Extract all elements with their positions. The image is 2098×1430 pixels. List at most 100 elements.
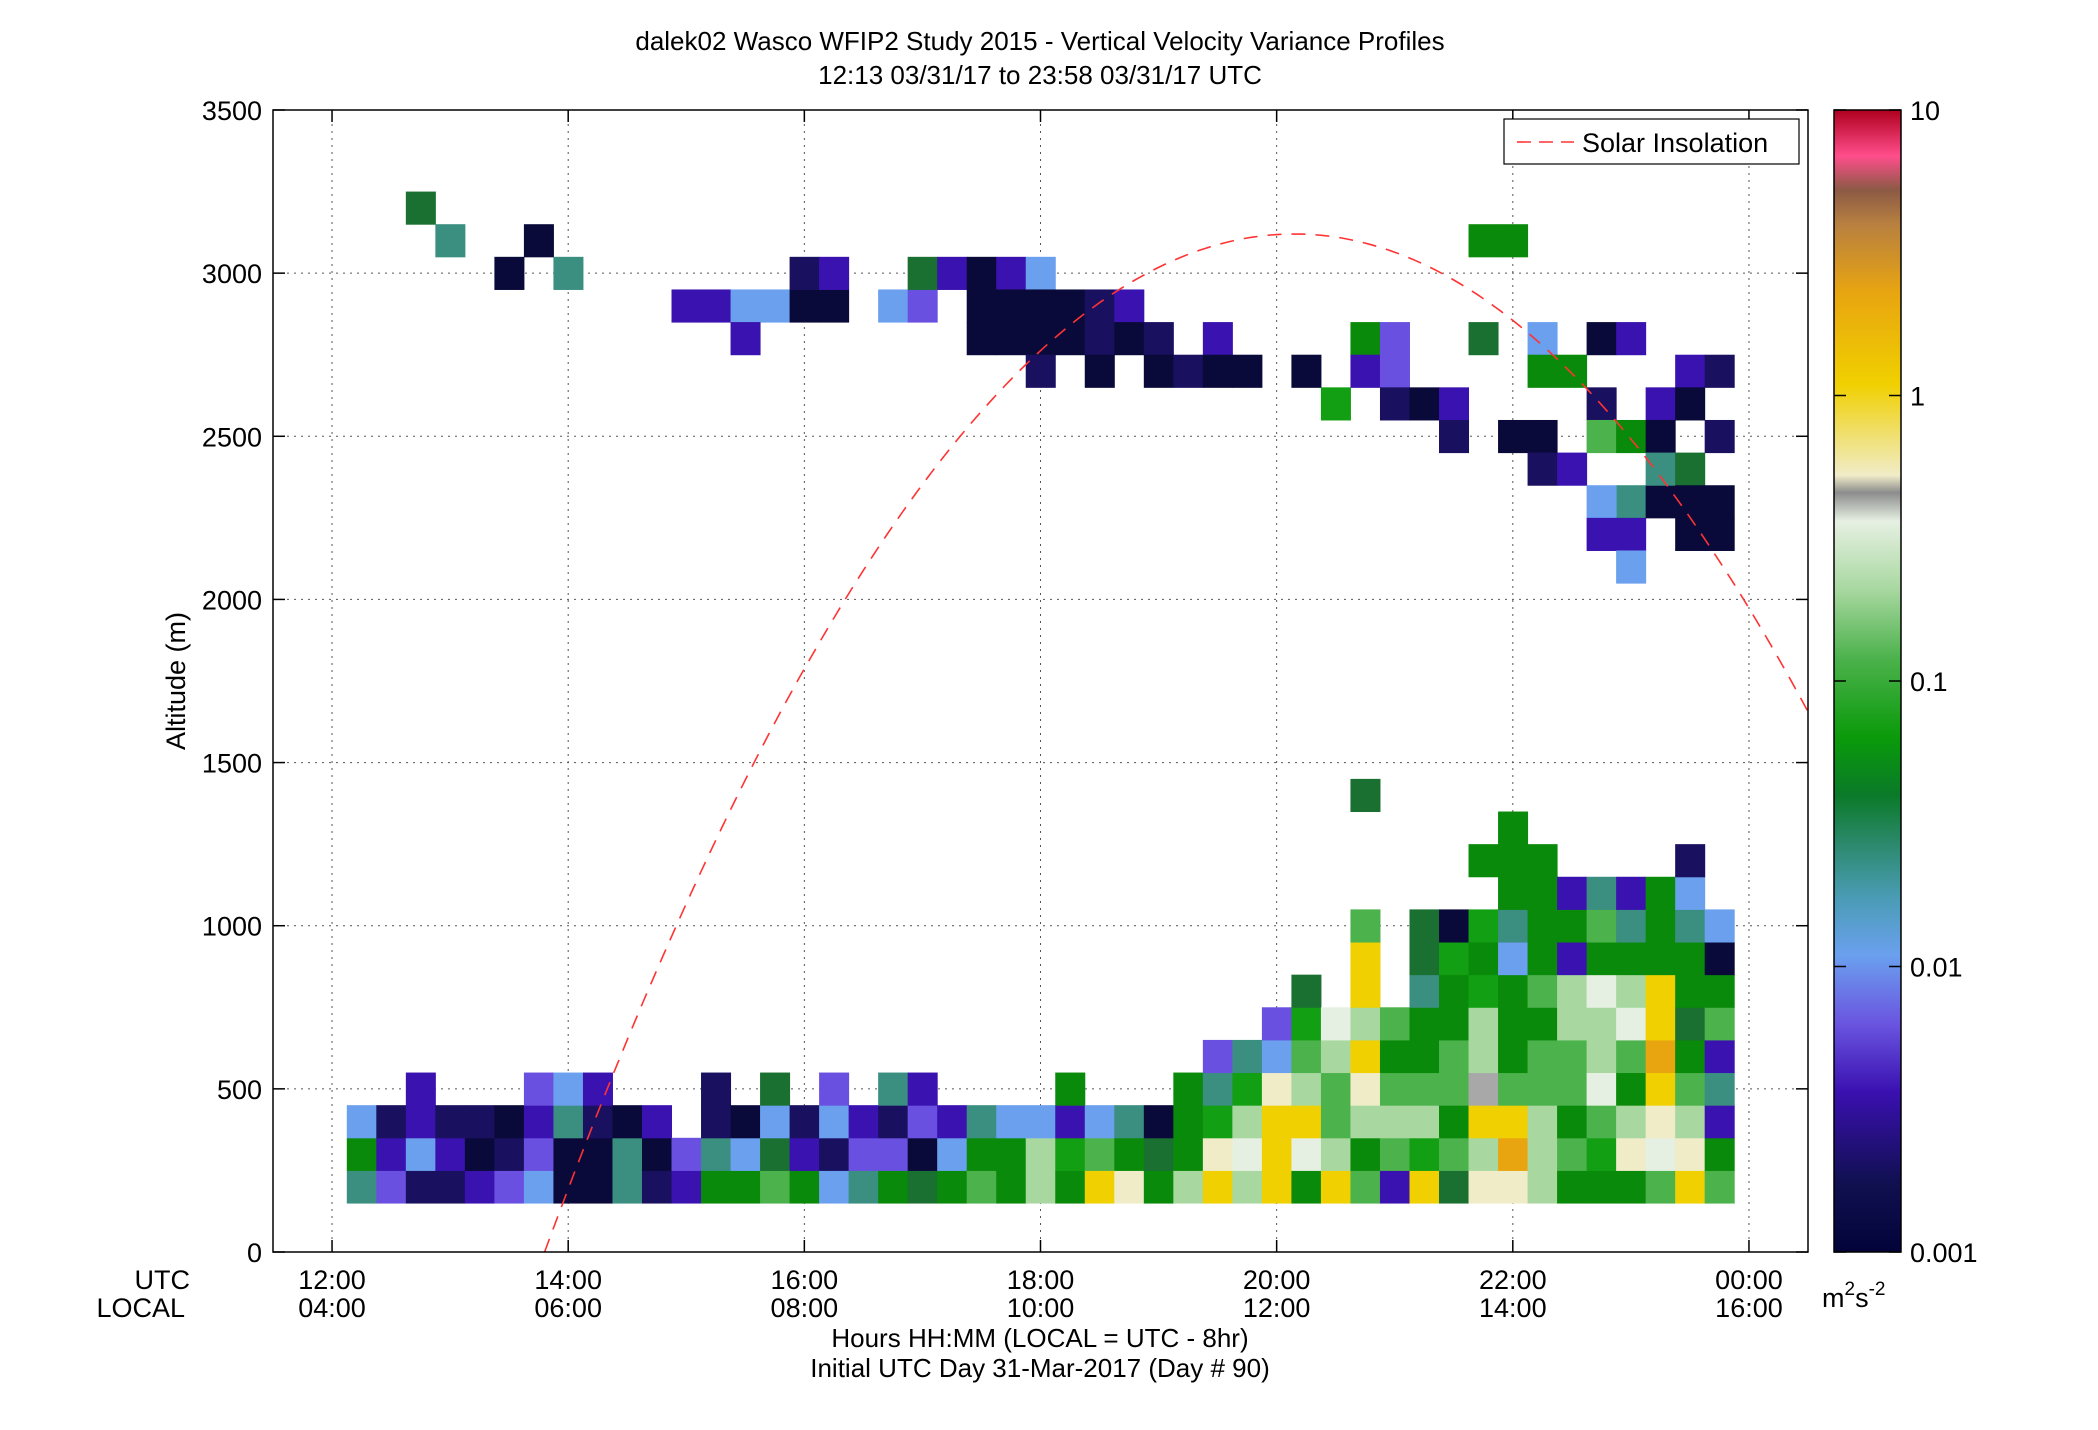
heatmap-cell <box>1586 419 1617 454</box>
heatmap-cell <box>1675 485 1706 519</box>
heatmap-cell <box>1586 485 1617 519</box>
colorbar-unit-mid: s <box>1855 1283 1869 1313</box>
heatmap-cell <box>1202 1072 1233 1106</box>
heatmap-cell <box>1320 387 1351 421</box>
heatmap-cell <box>1055 1105 1086 1139</box>
heatmap-cell <box>701 1072 732 1106</box>
heatmap-cell <box>1379 1137 1410 1171</box>
heatmap-cell <box>1616 1072 1647 1106</box>
heatmap-cell <box>878 289 909 323</box>
y-tick-label: 2500 <box>202 422 262 452</box>
heatmap-cell <box>1557 1170 1588 1204</box>
heatmap-cell <box>1645 1137 1676 1171</box>
heatmap-cell <box>1291 974 1322 1008</box>
colorbar-tick-label: 10 <box>1910 96 1940 126</box>
heatmap-cell <box>1616 322 1647 356</box>
heatmap-cell <box>376 1105 407 1139</box>
heatmap-cell <box>819 1170 850 1204</box>
heatmap-cell <box>553 256 584 290</box>
heatmap-cell <box>1616 485 1647 519</box>
y-tick-label: 0 <box>247 1238 262 1268</box>
heatmap-cell <box>376 1137 407 1171</box>
heatmap-cell <box>1291 354 1322 388</box>
heatmap-cell <box>1468 1072 1499 1106</box>
heatmap-cell <box>1645 1072 1676 1106</box>
heatmap-cell <box>1439 1039 1470 1074</box>
heatmap-cell <box>996 289 1027 323</box>
heatmap-cell <box>1645 452 1676 486</box>
heatmap-cell <box>435 224 466 258</box>
heatmap-cell <box>996 1170 1027 1204</box>
heatmap-cell <box>996 1105 1027 1139</box>
heatmap-cell <box>701 1105 732 1139</box>
chart-subtitle: 12:13 03/31/17 to 23:58 03/31/17 UTC <box>818 60 1262 90</box>
heatmap-cell <box>1586 1007 1617 1041</box>
heatmap-cell <box>1557 1039 1588 1074</box>
heatmap-cell <box>1379 354 1410 388</box>
heatmap-cell <box>1645 909 1676 943</box>
heatmap-cell <box>1173 1170 1204 1204</box>
heatmap-cell <box>1527 1039 1558 1074</box>
heatmap-cell <box>907 1072 938 1106</box>
x-tick-label-local: 08:00 <box>771 1293 839 1323</box>
heatmap-cell <box>1527 1105 1558 1139</box>
heatmap-cell <box>1291 1105 1322 1139</box>
heatmap-cell <box>1025 1105 1056 1139</box>
heatmap-cell <box>1468 844 1499 878</box>
heatmap-cell <box>641 1105 673 1139</box>
heatmap-cell <box>1675 909 1706 943</box>
heatmap-cell <box>1468 1170 1499 1204</box>
heatmap-cell <box>1704 1105 1735 1139</box>
x-axis-label-day: Initial UTC Day 31-Mar-2017 (Day # 90) <box>810 1353 1270 1383</box>
heatmap-cell <box>1084 354 1115 388</box>
heatmap-cell <box>1468 909 1499 943</box>
heatmap-cell <box>1645 974 1676 1008</box>
heatmap-cell <box>730 322 761 356</box>
heatmap-cell <box>1468 974 1499 1008</box>
heatmap-cell <box>1114 289 1145 323</box>
heatmap-cell <box>1055 1072 1086 1106</box>
heatmap-cell <box>1379 1170 1410 1204</box>
heatmap-cell <box>1202 1137 1233 1171</box>
heatmap-cell <box>819 256 850 290</box>
heatmap-cell <box>1704 942 1735 976</box>
heatmap-cell <box>730 289 761 323</box>
heatmap-cell <box>1527 452 1558 486</box>
heatmap-cell <box>1143 1170 1174 1204</box>
heatmap-cell <box>1232 1170 1263 1204</box>
heatmap-cell <box>1350 354 1381 388</box>
heatmap-cell <box>819 1137 850 1171</box>
heatmap-cell <box>1675 387 1706 421</box>
heatmap-cell <box>1202 354 1233 388</box>
heatmap-cell <box>701 1137 732 1171</box>
heatmap-cell <box>1616 876 1647 910</box>
heatmap-cell <box>612 1105 643 1139</box>
x-tick-label-utc: 00:00 <box>1715 1265 1783 1295</box>
heatmap-cell <box>464 1105 495 1139</box>
heatmap-cell <box>346 1170 377 1204</box>
heatmap-cell <box>1439 1105 1470 1139</box>
x-tick-label-utc: 20:00 <box>1243 1265 1311 1295</box>
heatmap-cell <box>1645 387 1676 421</box>
heatmap-cell <box>1261 1007 1292 1041</box>
heatmap-cell <box>405 1105 436 1139</box>
heatmap-cell <box>1350 909 1381 943</box>
heatmap-cell <box>1084 1137 1115 1171</box>
heatmap-cell <box>1232 354 1263 388</box>
heatmap-cell <box>1704 419 1735 454</box>
heatmap-cell <box>966 1105 997 1139</box>
heatmap-cell <box>1704 485 1735 519</box>
colorbar-unit-sup1: 2 <box>1845 1279 1856 1300</box>
x-tick-label-local: 10:00 <box>1007 1293 1075 1323</box>
heatmap-cell <box>1586 1039 1617 1074</box>
heatmap-cell <box>1350 1007 1381 1041</box>
heatmap-cell <box>848 1137 879 1171</box>
heatmap-cell <box>553 1137 584 1171</box>
heatmap-cell <box>1557 1072 1588 1106</box>
heatmap-cell <box>1645 419 1676 454</box>
y-tick-label: 2000 <box>202 585 262 615</box>
heatmap-cell <box>1616 1007 1647 1041</box>
heatmap-cell <box>1114 1170 1145 1204</box>
heatmap-cell <box>1439 1137 1470 1171</box>
heatmap-cell <box>1675 452 1706 486</box>
